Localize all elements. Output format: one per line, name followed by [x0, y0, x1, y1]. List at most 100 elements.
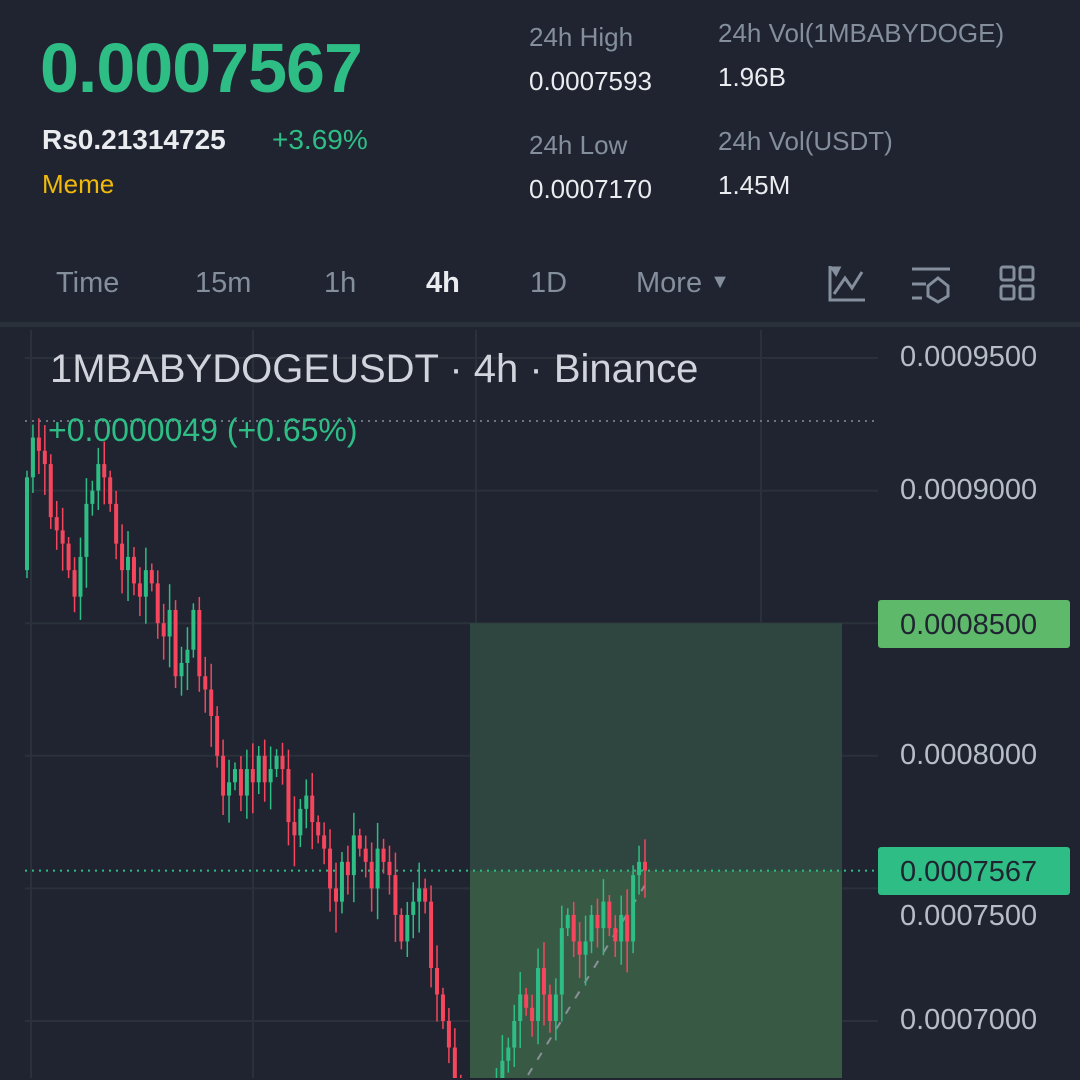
candle-body: [637, 861, 642, 876]
candle-body: [524, 994, 529, 1008]
candle-body: [589, 914, 594, 942]
vol-base-label: 24h Vol(1MBABYDOGE): [718, 18, 1005, 48]
candle-body: [60, 530, 65, 544]
tab-4h[interactable]: 4h: [426, 267, 460, 299]
candle-body: [601, 901, 606, 929]
candle-body: [411, 901, 416, 915]
chart-title: 1MBABYDOGEUSDT · 4h · Binance: [50, 347, 699, 391]
candle-body: [536, 967, 541, 1021]
candle-body: [30, 437, 35, 478]
candle-body: [417, 888, 422, 902]
candle-body: [274, 755, 279, 770]
candle-body: [90, 490, 95, 504]
vol-quote-value: 1.45M: [718, 170, 791, 200]
candle-body: [322, 835, 327, 849]
grid-layout-icon[interactable]: [999, 265, 1035, 301]
high-label: 24h High: [529, 22, 634, 52]
tab-1d[interactable]: 1D: [530, 267, 568, 299]
candle-body: [149, 570, 154, 584]
candle-body: [126, 556, 131, 571]
candle-body: [48, 464, 53, 518]
candle-body: [339, 861, 344, 902]
candle-body: [250, 769, 255, 783]
tab-15m[interactable]: 15m: [195, 267, 252, 299]
caret-down-icon: ▼: [710, 271, 730, 293]
candle-body: [387, 861, 392, 876]
candle-body: [256, 755, 261, 783]
candle-body: [310, 795, 315, 823]
candle-body: [197, 609, 202, 677]
candle-body: [96, 464, 101, 491]
candle-body: [185, 649, 190, 663]
high-value: 0.0007593: [529, 66, 652, 96]
vol-base-value: 1.96B: [718, 62, 786, 92]
last-price: 0.0007567: [40, 29, 363, 107]
candle-body: [227, 782, 232, 796]
candle-body: [304, 795, 309, 809]
candle-body: [120, 543, 125, 571]
candle-body: [203, 676, 208, 690]
candle-body: [268, 769, 273, 783]
candle-body: [595, 914, 600, 929]
candle-body: [114, 503, 119, 544]
candle-body: [173, 609, 178, 677]
low-value: 0.0007170: [529, 174, 652, 204]
candle-body: [54, 517, 59, 531]
candle-body: [191, 609, 196, 650]
tab-1h[interactable]: 1h: [324, 267, 357, 299]
toolbar-icons: [828, 265, 1035, 304]
target-price-label[interactable]: 0.0008500: [878, 600, 1070, 648]
candle-body: [42, 450, 47, 465]
vol-quote-label: 24h Vol(USDT): [718, 126, 893, 156]
more-label: More: [636, 267, 703, 299]
settings-sliders-icon[interactable]: [912, 267, 950, 304]
candle-body: [613, 928, 618, 942]
candle-body: [435, 967, 440, 995]
candle-body: [232, 769, 237, 783]
candle-body: [78, 556, 83, 597]
candle-body: [238, 769, 243, 796]
candle-body: [262, 755, 267, 783]
candle-body: [298, 808, 303, 836]
category-tag[interactable]: Meme: [42, 169, 115, 199]
tab-time[interactable]: Time: [56, 267, 120, 299]
candle-body: [161, 623, 166, 637]
low-label: 24h Low: [529, 130, 628, 160]
candle-body: [393, 875, 398, 915]
chart-change-label: +0.0000049 (+0.65%): [48, 412, 358, 448]
candle-body: [292, 822, 297, 836]
current-price-label: 0.0007567: [878, 847, 1070, 895]
candle-body: [607, 901, 612, 929]
candle-body: [25, 477, 29, 571]
target-zone-upper: [470, 623, 842, 871]
candle-body: [512, 1021, 517, 1048]
tab-more[interactable]: More ▼: [636, 267, 730, 300]
y-tick: 0.0007000: [900, 1004, 1038, 1036]
change-percent: +3.69%: [272, 124, 368, 155]
indicator-chart-icon[interactable]: [828, 266, 865, 302]
candle-body: [423, 888, 428, 902]
candle-body: [143, 570, 148, 597]
candle-body: [399, 914, 404, 942]
candle-body: [565, 914, 570, 929]
candle-body: [328, 848, 333, 889]
candle-body: [500, 1060, 505, 1078]
y-tick: 0.0009500: [900, 341, 1038, 373]
candle-body: [375, 848, 380, 889]
candle-body: [84, 503, 89, 557]
candle-body: [155, 583, 160, 624]
candle-body: [137, 583, 142, 597]
candle-body: [131, 556, 136, 584]
candle-body: [286, 769, 291, 823]
candle-body: [102, 464, 107, 478]
candle-body: [215, 716, 220, 756]
candle-body: [559, 928, 564, 995]
candle-body: [357, 835, 362, 849]
candle-body: [518, 994, 523, 1021]
candle-body: [643, 861, 647, 871]
candle-body: [619, 914, 624, 942]
candle-body: [625, 914, 630, 942]
candle-body: [36, 437, 41, 451]
candle-body: [452, 1047, 457, 1078]
